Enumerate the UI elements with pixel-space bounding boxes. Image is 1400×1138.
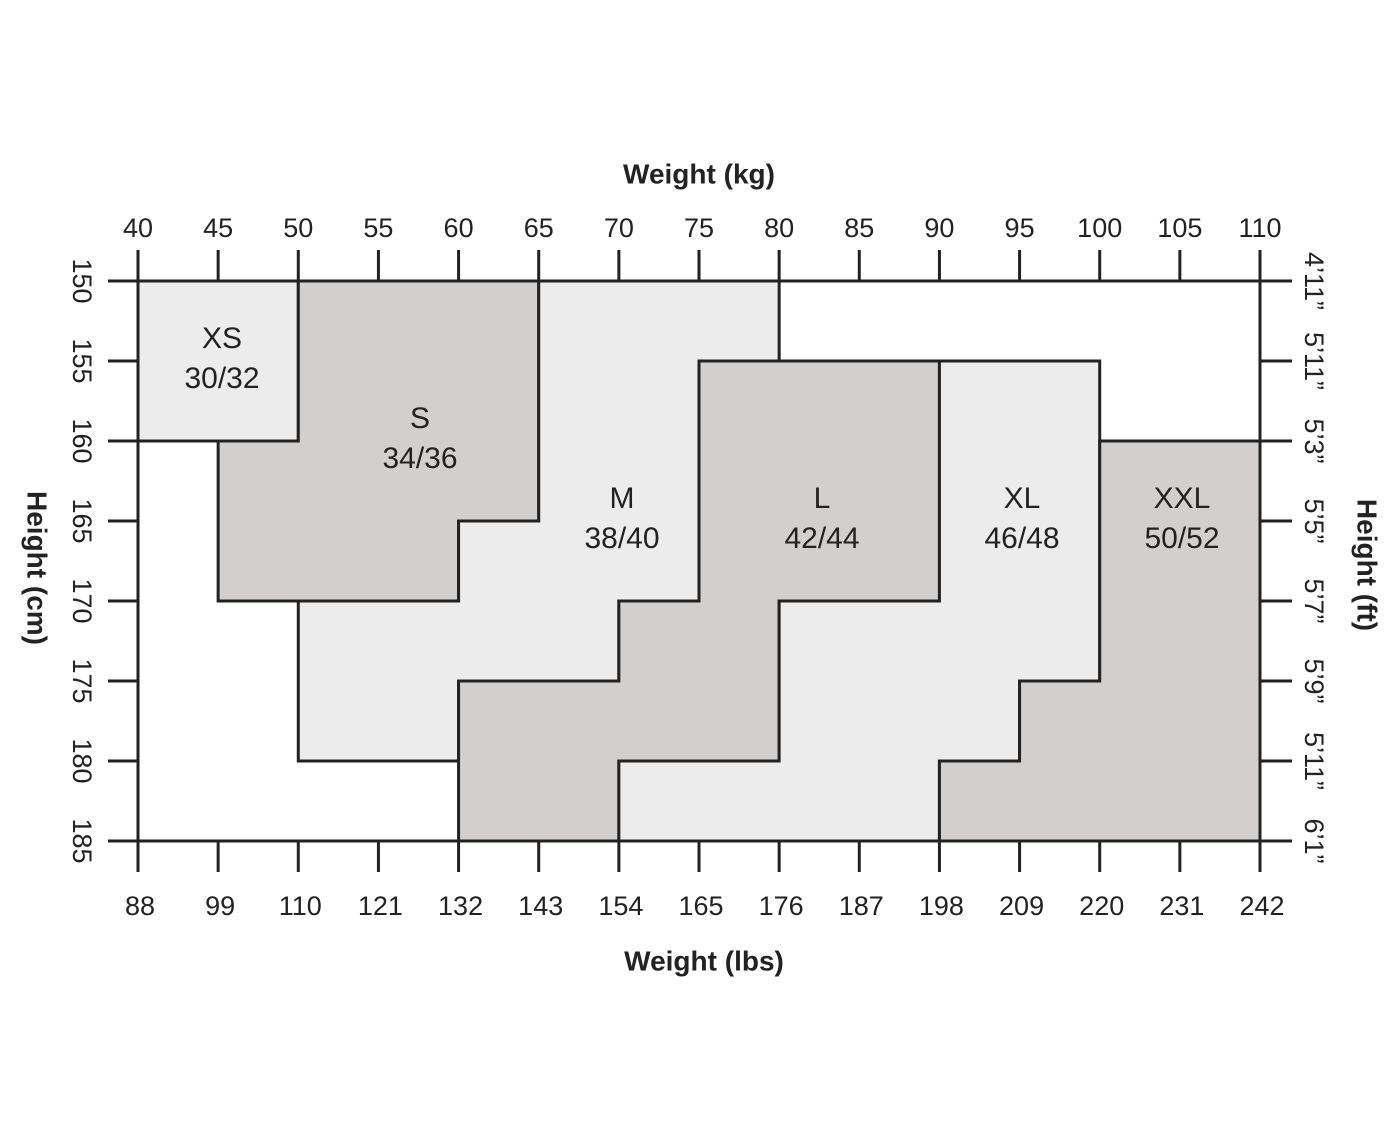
- bottom-tick-label: 154: [598, 891, 643, 921]
- bottom-tick-label: 198: [919, 891, 964, 921]
- left-tick-label: 150: [67, 258, 97, 303]
- left-tick-label: 185: [67, 818, 97, 863]
- size-number: 42/44: [784, 522, 859, 555]
- top-tick-label: 95: [1005, 213, 1035, 243]
- regions: [136, 279, 1262, 843]
- top-tick-label: 70: [604, 213, 634, 243]
- right-tick-label: 4’11”: [1299, 252, 1329, 310]
- top-tick-label: 110: [1238, 213, 1281, 243]
- right-tick-label: 5’5”: [1299, 498, 1329, 543]
- bottom-tick-label: 220: [1079, 891, 1124, 921]
- top-tick-label: 85: [844, 213, 874, 243]
- size-number: 50/52: [1144, 522, 1219, 555]
- right-tick-label: 5’9”: [1299, 658, 1329, 703]
- top-tick-label: 75: [684, 213, 714, 243]
- left-tick-label: 165: [67, 498, 97, 543]
- left-tick-label: 160: [67, 418, 97, 463]
- size-name: L: [814, 482, 831, 515]
- bottom-tick-label: 176: [759, 891, 804, 921]
- size-name: M: [610, 482, 635, 515]
- bottom-tick-label: 121: [358, 891, 403, 921]
- size-name: XXL: [1154, 482, 1211, 515]
- right-tick-label: 6’1”: [1299, 818, 1329, 863]
- size-name: XS: [202, 322, 242, 355]
- size-number: 46/48: [984, 522, 1059, 555]
- bottom-axis-title: Weight (lbs): [624, 945, 784, 976]
- size-name: XL: [1004, 482, 1041, 515]
- right-tick-label: 5’11”: [1299, 332, 1329, 390]
- top-tick-label: 40: [123, 213, 153, 243]
- bottom-tick-label: 165: [678, 891, 723, 921]
- bottom-tick-label: 231: [1159, 891, 1204, 921]
- bottom-tick-label: 242: [1239, 891, 1284, 921]
- bottom-tick-label: 99: [205, 891, 235, 921]
- bottom-tick-label: 132: [438, 891, 483, 921]
- bottom-tick-label: 187: [839, 891, 884, 921]
- top-tick-label: 50: [283, 213, 313, 243]
- top-tick-label: 60: [444, 213, 474, 243]
- top-tick-label: 90: [924, 213, 954, 243]
- right-axis-title: Height (ft): [1352, 499, 1383, 631]
- right-tick-label: 5’11”: [1299, 732, 1329, 790]
- top-tick-label: 55: [363, 213, 393, 243]
- size-number: 30/32: [184, 362, 259, 395]
- right-tick-label: 5’3”: [1299, 418, 1329, 463]
- left-tick-label: 180: [67, 738, 97, 783]
- left-axis-title: Height (cm): [22, 491, 53, 645]
- right-tick-label: 5’7”: [1299, 578, 1329, 623]
- left-tick-label: 155: [67, 338, 97, 383]
- size-number: 34/36: [382, 442, 457, 475]
- top-tick-label: 105: [1157, 213, 1202, 243]
- bottom-tick-label: 209: [999, 891, 1044, 921]
- bottom-tick-label: 110: [279, 891, 322, 921]
- size-name: S: [410, 402, 430, 435]
- top-tick-label: 80: [764, 213, 794, 243]
- top-axis-title: Weight (kg): [623, 158, 775, 189]
- left-tick-label: 170: [67, 578, 97, 623]
- bottom-tick-label: 88: [125, 891, 155, 921]
- left-tick-label: 175: [67, 658, 97, 703]
- top-tick-label: 100: [1077, 213, 1122, 243]
- top-tick-label: 65: [524, 213, 554, 243]
- bottom-tick-label: 143: [518, 891, 563, 921]
- size-number: 38/40: [584, 522, 659, 555]
- top-tick-label: 45: [203, 213, 233, 243]
